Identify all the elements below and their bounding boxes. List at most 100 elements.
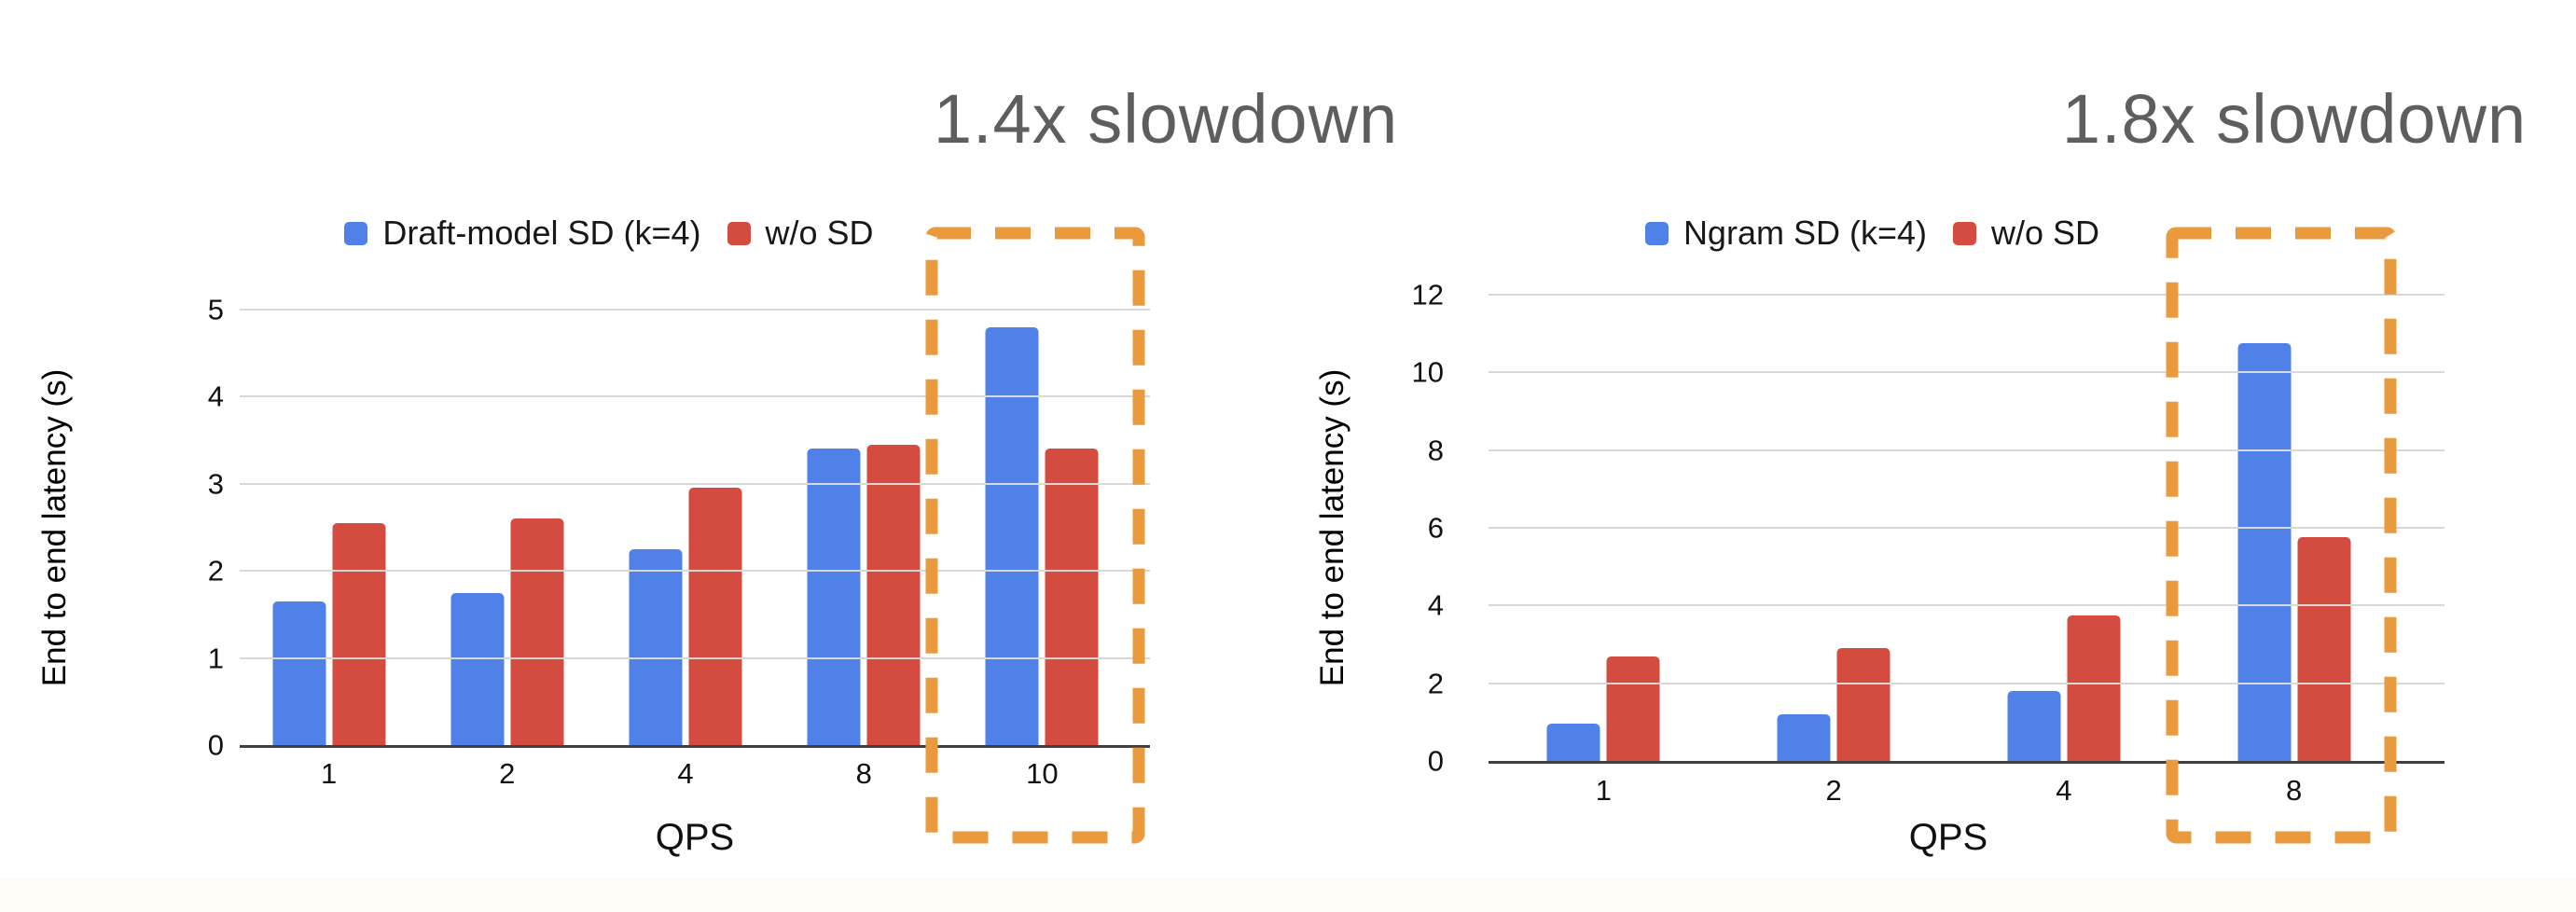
y-axis-ticks: 0 2 4 6 8 10 12 <box>1350 281 1444 776</box>
x-tick-label-2: 2 <box>499 757 516 790</box>
bar-group-qps-2 <box>1719 295 1949 761</box>
highlight-dashed-box-right <box>2166 227 2397 844</box>
y-tick-label-2: 2 <box>207 554 224 587</box>
bar-w-o-sd-qps-4 <box>688 488 742 745</box>
x-tick-label-8: 8 <box>855 757 872 790</box>
bar-w-o-sd-qps-1 <box>332 522 386 745</box>
plot-area <box>240 309 1150 748</box>
y-tick-label-2: 2 <box>1427 667 1444 700</box>
x-tick-label-2: 2 <box>1825 774 1842 807</box>
bar-pair <box>450 310 564 745</box>
bar-pair <box>272 310 386 745</box>
y-axis-ticks: 0 1 2 3 4 5 <box>131 296 224 760</box>
gridline-y-10 <box>1489 371 2444 374</box>
x-tick-label-8: 8 <box>2286 774 2303 807</box>
bar-ngram-sd-k-4-qps-8 <box>2237 343 2292 761</box>
bar-draft-model-sd-k-4-qps-2 <box>450 592 505 745</box>
x-tick-label-4: 4 <box>2056 774 2072 807</box>
y-tick-label-0: 0 <box>1427 744 1444 778</box>
bar-w-o-sd-qps-10 <box>1045 449 1099 745</box>
legend: Draft-model SD (k=4) w/o SD <box>154 209 1064 257</box>
bar-w-o-sd-qps-1 <box>1606 656 1660 761</box>
slowdown-annotation-left: 1.4x slowdown <box>933 80 1399 158</box>
gridline-y-4 <box>240 395 1150 398</box>
bar-ngram-sd-k-4-qps-4 <box>2007 691 2061 761</box>
bar-group-qps-1 <box>240 310 418 745</box>
gridline-y-2 <box>240 570 1150 573</box>
bar-pair <box>629 310 742 745</box>
legend-label: w/o SD <box>1991 214 2100 252</box>
gridline-y-4 <box>1489 604 2444 607</box>
bar-group-qps-1 <box>1489 295 1719 761</box>
gridline-y-6 <box>1489 527 2444 529</box>
bar-draft-model-sd-k-4-qps-4 <box>629 548 683 745</box>
bar-groups <box>240 310 1131 745</box>
bar-group-qps-8 <box>2179 295 2409 761</box>
x-axis-ticks: 1 2 4 8 <box>1489 774 2409 808</box>
x-axis-title: QPS <box>1908 817 1988 858</box>
y-tick-label-4: 4 <box>207 380 224 413</box>
x-tick-label-4: 4 <box>677 757 694 790</box>
x-tick-label-10: 10 <box>1026 757 1059 790</box>
gridline-y-12 <box>1489 294 2444 296</box>
plot-area <box>1489 294 2444 764</box>
bar-draft-model-sd-k-4-qps-1 <box>272 601 326 745</box>
slowdown-annotation-right: 1.8x slowdown <box>2061 80 2528 158</box>
gridline-y-2 <box>1489 682 2444 684</box>
bar-groups <box>1489 295 2409 761</box>
highlight-dashed-box-left <box>925 227 1145 844</box>
x-axis-ticks: 1 2 4 8 10 <box>240 757 1131 791</box>
legend-label: Draft-model SD (k=4) <box>382 214 701 252</box>
y-tick-label-1: 1 <box>207 642 224 675</box>
y-axis-title-text: End to end latency (s) <box>36 368 73 686</box>
highlight-dashed-box-rect <box>2166 227 2397 844</box>
x-axis-title: QPS <box>655 817 735 858</box>
y-tick-label-3: 3 <box>207 467 224 501</box>
legend-swatch-icon <box>1644 221 1669 245</box>
bar-pair <box>1546 295 1660 761</box>
y-tick-label-4: 4 <box>1427 588 1444 622</box>
background-band <box>0 878 2576 912</box>
bar-pair <box>2007 295 2121 761</box>
legend-item-draft-model-sd-k-4: Draft-model SD (k=4) <box>344 214 701 253</box>
bar-pair <box>807 310 921 745</box>
legend-swatch-icon <box>727 221 751 245</box>
bar-w-o-sd-qps-8 <box>866 444 921 745</box>
bar-draft-model-sd-k-4-qps-8 <box>807 449 861 745</box>
x-tick-label-1: 1 <box>320 757 338 790</box>
gridline-y-8 <box>1489 449 2444 451</box>
legend-item-w-o-sd: w/o SD <box>727 214 874 253</box>
legend-item-ngram-sd-k-4: Ngram SD (k=4) <box>1644 214 1927 253</box>
y-tick-label-5: 5 <box>207 293 224 326</box>
bar-group-qps-8 <box>775 310 953 745</box>
gridline-y-3 <box>240 482 1150 485</box>
legend-label: Ngram SD (k=4) <box>1683 214 1927 252</box>
bar-ngram-sd-k-4-qps-2 <box>1777 714 1831 761</box>
bar-pair <box>1777 295 1890 761</box>
y-tick-label-8: 8 <box>1427 434 1444 467</box>
gridline-y-5 <box>240 309 1150 311</box>
highlight-dashed-box-rect <box>925 227 1145 844</box>
legend: Ngram SD (k=4) w/o SD <box>1412 209 2333 257</box>
legend-swatch-icon <box>344 221 368 245</box>
legend-label: w/o SD <box>765 214 874 252</box>
bar-ngram-sd-k-4-qps-1 <box>1546 724 1600 761</box>
y-axis-title: End to end latency (s) <box>24 310 86 745</box>
y-tick-label-6: 6 <box>1427 511 1444 545</box>
legend-item-w-o-sd: w/o SD <box>1953 214 2099 253</box>
legend-swatch-icon <box>1953 221 1976 245</box>
y-tick-label-0: 0 <box>207 728 224 762</box>
bar-group-qps-4 <box>596 310 774 745</box>
y-tick-label-12: 12 <box>1411 278 1444 311</box>
bar-w-o-sd-qps-4 <box>2067 615 2121 761</box>
gridline-y-1 <box>240 656 1150 659</box>
x-tick-label-1: 1 <box>1595 774 1612 807</box>
bar-group-qps-4 <box>1949 295 2180 761</box>
bar-group-qps-2 <box>418 310 596 745</box>
y-axis-title-text: End to end latency (s) <box>1314 368 1350 687</box>
bar-w-o-sd-qps-8 <box>2297 537 2351 761</box>
bar-w-o-sd-qps-2 <box>510 518 564 745</box>
bar-pair <box>2237 295 2351 761</box>
bar-w-o-sd-qps-2 <box>1836 648 1890 761</box>
